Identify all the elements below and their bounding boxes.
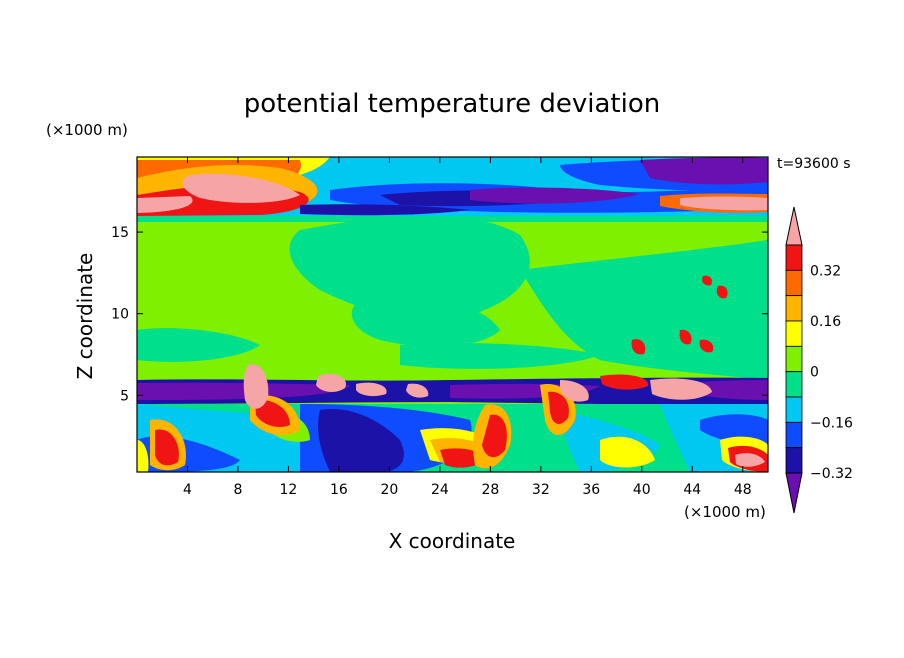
contour-region	[699, 339, 714, 353]
plot-area	[136, 156, 769, 473]
contour-region	[679, 329, 692, 345]
contour-region	[400, 343, 600, 369]
colorbar-box	[785, 320, 803, 347]
contour-region	[700, 380, 768, 400]
x-tick-label: 4	[183, 482, 192, 498]
contour-region	[155, 429, 179, 466]
contour-region	[406, 383, 429, 398]
contour-region	[600, 374, 649, 390]
colorbar-box	[785, 269, 803, 297]
contour-region	[182, 173, 300, 203]
y-tick-label: 15	[111, 225, 129, 241]
x-tick-label: 24	[431, 482, 449, 498]
contour-region	[289, 215, 530, 321]
colorbar-tick-label: 0.16	[810, 314, 841, 330]
x-tick-label: 32	[532, 482, 550, 498]
contour-region	[640, 157, 768, 185]
chart-title: potential temperature deviation	[244, 89, 660, 119]
contour-region	[470, 187, 640, 204]
contour-region	[702, 275, 713, 286]
colorbar-box	[785, 371, 803, 398]
x-tick-label: 20	[380, 482, 398, 498]
colorbar-box	[785, 295, 803, 322]
colorbar-box	[785, 396, 803, 423]
contour-region	[137, 216, 768, 222]
x-axis-ticks: 4 8 12 16 20 24 28 32 36 40 44 48	[183, 157, 752, 498]
colorbar-box	[785, 421, 803, 449]
x-tick-label: 36	[582, 482, 600, 498]
contour-region	[137, 382, 350, 400]
time-label: t=93600 s	[777, 156, 851, 172]
contour-region	[316, 373, 346, 392]
contour-region	[351, 298, 500, 347]
x-tick-label: 28	[481, 482, 499, 498]
contour-region	[137, 440, 149, 472]
plot-frame	[136, 156, 769, 473]
x-tick-label: 48	[734, 482, 752, 498]
contour-region	[560, 380, 589, 402]
colorbar-tick-label: 0.32	[810, 263, 841, 279]
contour-region	[356, 382, 387, 397]
y-tick-label: 10	[111, 307, 129, 323]
colorbar-tick-label: 0	[810, 365, 819, 381]
x-tick-label: 16	[330, 482, 348, 498]
contour-region	[716, 285, 728, 299]
colorbar-box	[785, 345, 803, 373]
contour-region	[137, 196, 193, 213]
colorbar-tick-label: −0.32	[810, 466, 853, 482]
colorbar-tick-label: −0.16	[810, 415, 853, 431]
x-axis-label: X coordinate	[389, 529, 516, 553]
contour-region	[548, 391, 569, 424]
contour-region	[255, 399, 290, 427]
contour-region	[482, 414, 507, 458]
colorbar: 0.32 0.16 0 −0.16 −0.32	[785, 206, 853, 514]
contour-region	[631, 339, 646, 355]
colorbar-box	[785, 447, 803, 474]
contour-region	[650, 378, 712, 400]
contour-region	[137, 328, 260, 362]
contour-region	[600, 436, 655, 468]
y-axis-label: Z coordinate	[73, 253, 97, 380]
contour-field	[137, 157, 768, 472]
colorbar-box	[785, 244, 803, 271]
y-axis-ticks: 5 10 15	[111, 225, 768, 404]
x-tick-label: 40	[633, 482, 651, 498]
colorbar-max-triangle	[785, 206, 803, 246]
contour-region	[735, 453, 765, 467]
y-unit-label: (×1000 m)	[46, 121, 128, 139]
x-tick-label: 44	[683, 482, 701, 498]
contour-region	[680, 196, 768, 211]
contour-region	[300, 204, 470, 216]
contour-region	[243, 364, 269, 409]
x-tick-label: 8	[233, 482, 242, 498]
contour-region	[318, 409, 404, 472]
x-tick-label: 12	[280, 482, 298, 498]
x-unit-label: (×1000 m)	[684, 503, 766, 521]
colorbar-min-triangle	[785, 472, 803, 514]
y-tick-label: 5	[120, 388, 129, 404]
